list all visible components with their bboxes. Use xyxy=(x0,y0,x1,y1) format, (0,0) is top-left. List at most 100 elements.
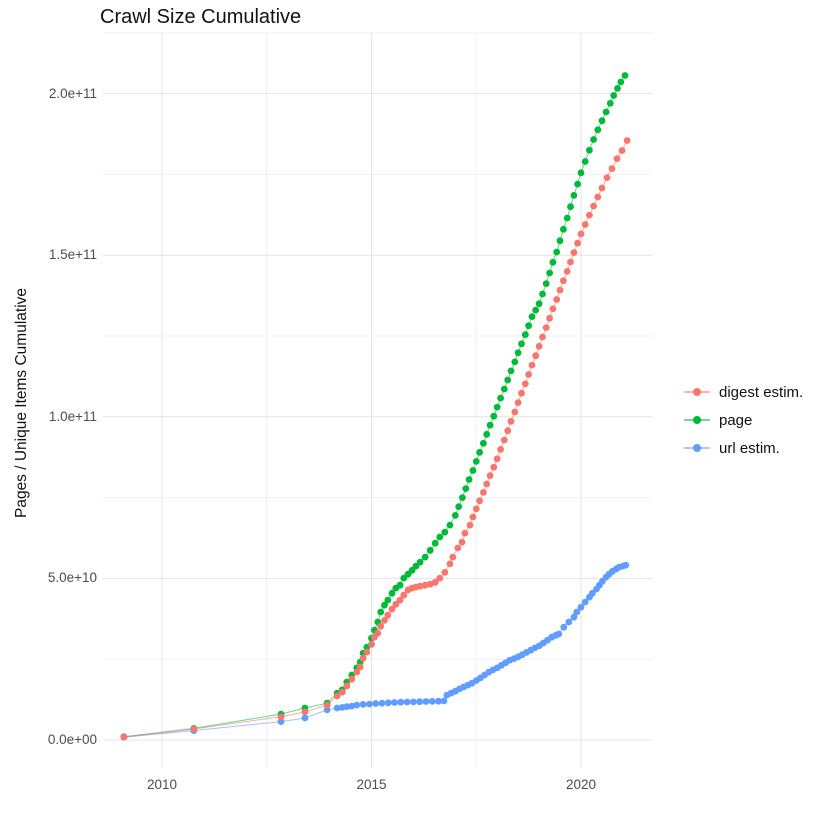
data-point-page xyxy=(570,192,578,199)
data-point-digest-estim xyxy=(594,193,602,201)
y-tick-label: 1.5e+11 xyxy=(48,247,97,263)
x-tick-label: 2020 xyxy=(565,777,597,792)
data-point-page xyxy=(451,512,459,519)
data-point-digest-estim xyxy=(476,497,483,505)
data-point-digest-estim xyxy=(461,529,469,537)
data-point-page xyxy=(606,99,614,107)
data-point-digest-estim xyxy=(392,600,400,608)
data-point-digest-estim xyxy=(618,147,626,154)
data-point-page xyxy=(469,467,477,474)
data-point-page xyxy=(431,539,439,547)
data-point-digest-estim xyxy=(497,446,504,453)
data-point-url-estim xyxy=(570,613,578,621)
data-point-url-estim xyxy=(588,589,596,597)
data-point-page xyxy=(586,146,593,154)
data-point-page xyxy=(490,412,498,420)
data-point-page xyxy=(480,439,487,447)
data-point-digest-estim xyxy=(518,389,525,397)
data-point-digest-estim xyxy=(343,682,351,690)
legend-item-page: page xyxy=(682,406,803,434)
data-point-url-estim xyxy=(573,608,581,616)
data-point-digest-estim xyxy=(323,701,331,709)
data-point-digest-estim xyxy=(490,463,498,471)
data-point-page xyxy=(521,331,529,339)
data-point-url-estim xyxy=(343,703,351,711)
data-point-digest-estim xyxy=(466,521,474,529)
data-point-digest-estim xyxy=(356,663,364,671)
data-point-page xyxy=(528,313,536,320)
data-point-digest-estim xyxy=(436,574,444,582)
y-tick-label: 5.0e+10 xyxy=(47,570,97,586)
data-point-page xyxy=(518,340,525,348)
data-point-page xyxy=(504,376,512,384)
data-point-page xyxy=(465,476,473,483)
data-point-digest-estim xyxy=(333,692,341,700)
data-point-digest-estim xyxy=(493,455,501,463)
data-point-digest-estim xyxy=(521,380,529,388)
data-point-url-estim xyxy=(410,698,417,706)
data-point-url-estim xyxy=(333,704,341,712)
legend-label: digest estim. xyxy=(719,383,804,401)
data-point-digest-estim xyxy=(511,408,519,416)
data-point-page xyxy=(384,596,392,604)
data-point-page xyxy=(472,458,480,465)
data-point-url-estim xyxy=(366,700,373,708)
data-point-digest-estim xyxy=(563,268,571,275)
data-point-url-estim xyxy=(565,618,573,626)
data-point-url-estim xyxy=(435,697,442,705)
data-point-page xyxy=(574,180,581,188)
data-point-digest-estim xyxy=(301,708,309,716)
data-point-digest-estim xyxy=(570,249,578,256)
data-point-digest-estim xyxy=(603,174,611,182)
data-point-page xyxy=(546,269,553,277)
data-point-url-estim xyxy=(372,700,380,707)
data-point-page xyxy=(610,92,618,99)
data-point-page xyxy=(532,306,540,314)
data-point-page xyxy=(476,449,483,456)
data-point-url-estim xyxy=(301,714,309,722)
data-point-url-estim xyxy=(555,630,563,638)
data-point-page xyxy=(416,558,424,566)
data-point-page xyxy=(563,214,571,222)
legend-label: page xyxy=(719,411,753,429)
data-point-page xyxy=(396,581,404,589)
data-point-page xyxy=(511,358,519,366)
data-point-digest-estim xyxy=(431,578,439,586)
data-point-page xyxy=(525,322,532,330)
data-point-digest-estim xyxy=(486,472,494,479)
legend-key-page-icon xyxy=(682,413,712,427)
data-point-page xyxy=(500,385,508,393)
data-point-digest-estim xyxy=(500,436,508,444)
data-point-page xyxy=(507,367,515,375)
data-point-url-estim xyxy=(378,699,386,707)
data-point-digest-estim xyxy=(120,733,128,741)
series-url-estim xyxy=(120,561,630,741)
data-point-page xyxy=(621,72,629,79)
data-point-digest-estim xyxy=(381,617,388,624)
data-point-url-estim xyxy=(384,699,392,707)
data-point-digest-estim xyxy=(613,155,621,163)
data-point-digest-estim xyxy=(549,305,557,313)
data-point-digest-estim xyxy=(535,342,543,350)
data-point-digest-estim xyxy=(567,258,574,266)
data-point-page xyxy=(493,403,501,411)
data-point-page xyxy=(459,494,466,501)
data-point-url-estim xyxy=(577,603,585,611)
data-point-digest-estim xyxy=(368,640,375,648)
data-point-digest-estim xyxy=(449,553,457,561)
data-point-page xyxy=(581,158,589,165)
data-point-url-estim xyxy=(353,701,361,709)
data-point-digest-estim xyxy=(190,725,198,733)
data-point-digest-estim xyxy=(590,202,597,210)
data-point-page xyxy=(377,608,385,616)
data-point-page xyxy=(486,421,494,429)
data-point-digest-estim xyxy=(546,314,553,322)
data-point-page xyxy=(483,430,491,438)
data-point-digest-estim xyxy=(539,333,546,341)
series-line-digest-estim xyxy=(123,140,628,738)
data-point-page xyxy=(381,601,388,609)
data-point-digest-estim xyxy=(363,648,371,656)
data-point-page xyxy=(421,553,429,561)
data-point-url-estim xyxy=(422,698,430,705)
